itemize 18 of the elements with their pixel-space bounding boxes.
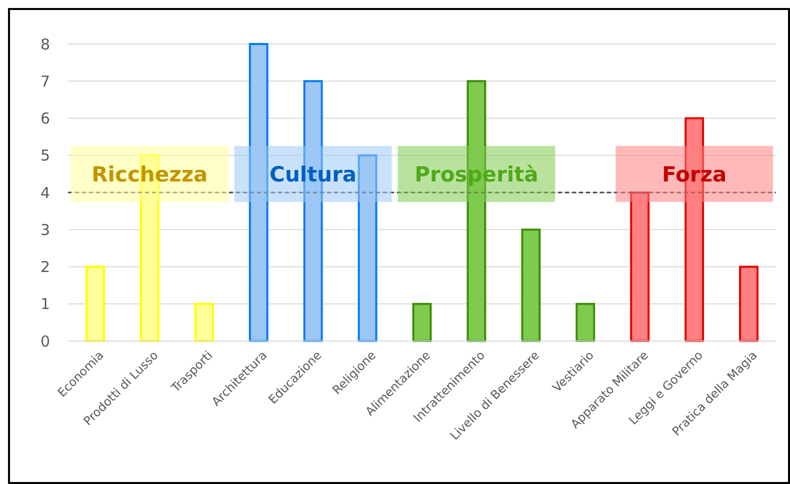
bar [412, 302, 432, 342]
y-tick-label: 0 [40, 332, 50, 350]
y-tick-label: 8 [40, 35, 50, 54]
y-tick-label: 5 [40, 146, 50, 165]
bar [521, 228, 541, 342]
y-tick-label: 3 [40, 220, 50, 239]
y-tick-label: 1 [40, 295, 50, 314]
bar [248, 43, 268, 342]
bar [739, 266, 758, 342]
bar [194, 302, 214, 342]
y-tick-label: 2 [40, 258, 50, 276]
bar [576, 302, 596, 342]
bar [358, 154, 378, 342]
y-tick-label: 4 [40, 184, 50, 202]
y-tick-label: 7 [40, 72, 50, 90]
bar [630, 192, 650, 342]
y-tick-label: 6 [40, 110, 50, 128]
bar [86, 266, 105, 342]
